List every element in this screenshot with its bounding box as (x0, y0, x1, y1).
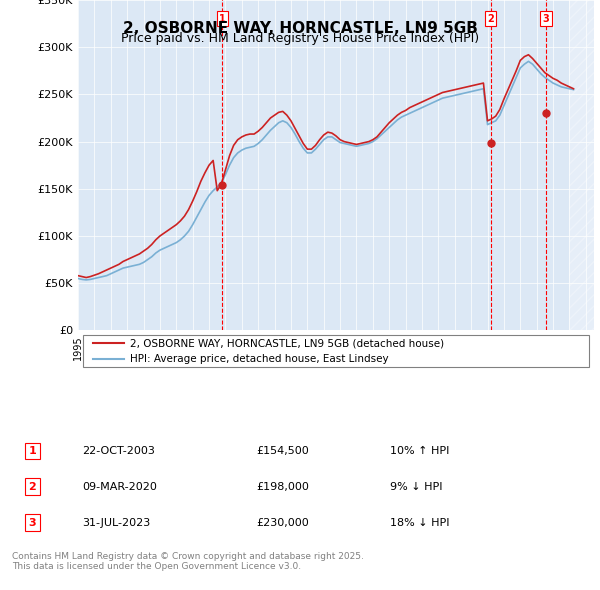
Text: £154,500: £154,500 (256, 446, 309, 456)
Text: £230,000: £230,000 (256, 517, 309, 527)
Text: 2, OSBORNE WAY, HORNCASTLE, LN9 5GB (detached house): 2, OSBORNE WAY, HORNCASTLE, LN9 5GB (det… (130, 338, 444, 348)
Text: 22-OCT-2003: 22-OCT-2003 (82, 446, 155, 456)
Text: 1: 1 (219, 14, 226, 24)
Text: 10% ↑ HPI: 10% ↑ HPI (391, 446, 449, 456)
Text: Contains HM Land Registry data © Crown copyright and database right 2025.
This d: Contains HM Land Registry data © Crown c… (12, 552, 364, 571)
Text: 9% ↓ HPI: 9% ↓ HPI (391, 482, 443, 491)
Text: £198,000: £198,000 (256, 482, 310, 491)
Text: 1: 1 (28, 446, 36, 456)
Text: 3: 3 (29, 517, 36, 527)
Text: HPI: Average price, detached house, East Lindsey: HPI: Average price, detached house, East… (130, 354, 388, 364)
Text: 2, OSBORNE WAY, HORNCASTLE, LN9 5GB: 2, OSBORNE WAY, HORNCASTLE, LN9 5GB (122, 21, 478, 35)
Text: 09-MAR-2020: 09-MAR-2020 (82, 482, 157, 491)
FancyBboxPatch shape (83, 335, 589, 367)
Text: 18% ↓ HPI: 18% ↓ HPI (391, 517, 450, 527)
Text: 2: 2 (28, 482, 36, 491)
Text: 31-JUL-2023: 31-JUL-2023 (82, 517, 150, 527)
Text: 2: 2 (487, 14, 494, 24)
Text: 3: 3 (543, 14, 550, 24)
Bar (569, 0, 594, 330)
Text: Price paid vs. HM Land Registry's House Price Index (HPI): Price paid vs. HM Land Registry's House … (121, 32, 479, 45)
